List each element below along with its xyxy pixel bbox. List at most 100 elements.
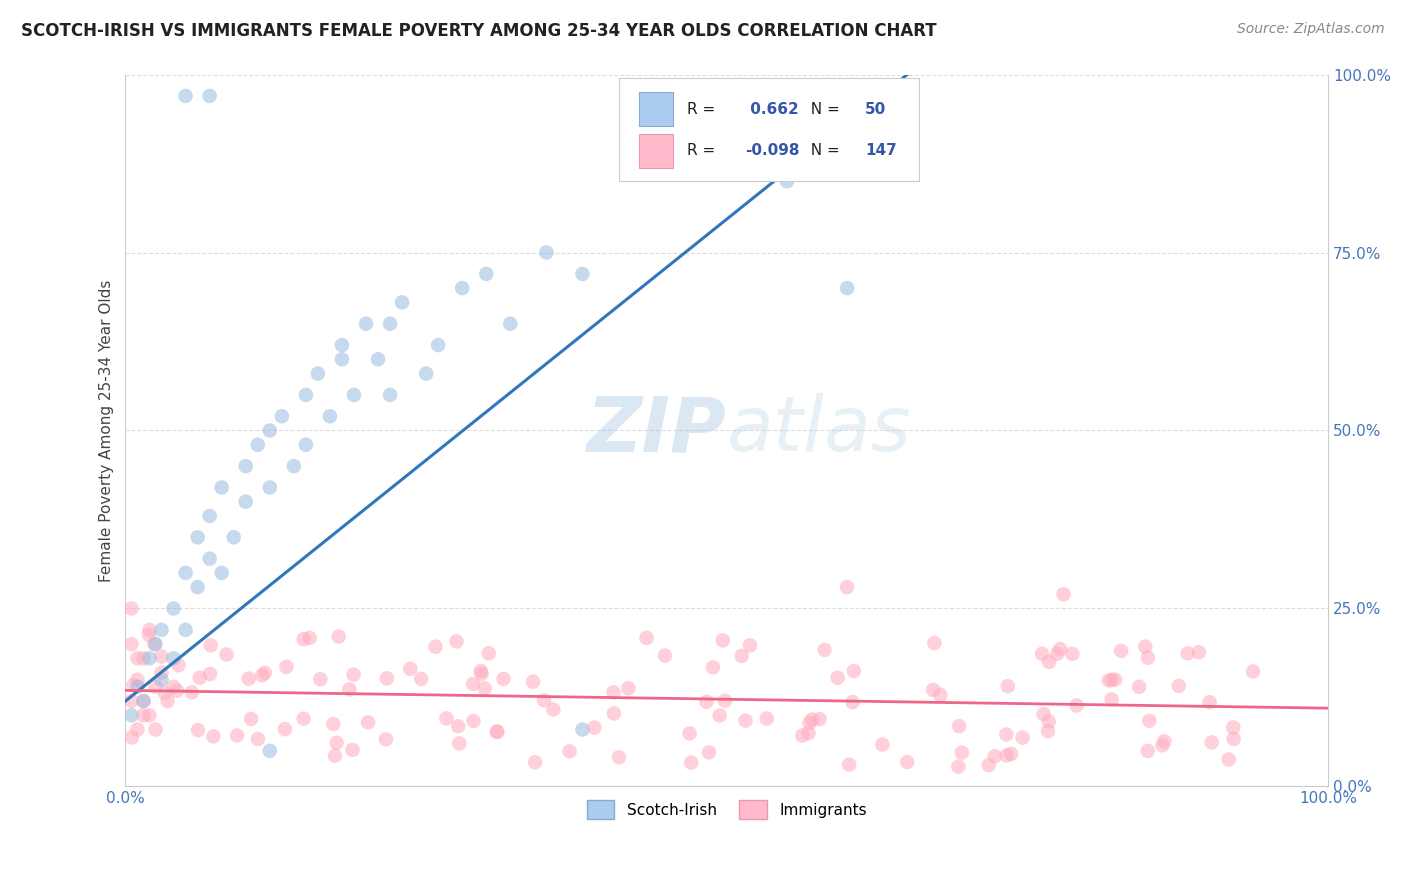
Point [292,712,315,726]
Point [799,715,821,730]
Point [367,352,389,367]
Point [132,694,155,708]
Point [378,317,401,331]
Y-axis label: Female Poverty Among 25-34 Year Olds: Female Poverty Among 25-34 Year Olds [100,279,114,582]
Point [478,646,501,660]
Point [399,662,422,676]
Point [415,367,437,381]
Point [138,708,160,723]
Point [250,668,273,682]
Legend: Scotch-Irish, Immigrants: Scotch-Irish, Immigrants [581,794,873,825]
Point [187,580,209,594]
Point [122,678,145,692]
Point [841,695,863,709]
Point [198,551,221,566]
Point [679,726,702,740]
Point [198,88,221,103]
Text: SCOTCH-IRISH VS IMMIGRANTS FEMALE POVERTY AMONG 25-34 YEAR OLDS CORRELATION CHAR: SCOTCH-IRISH VS IMMIGRANTS FEMALE POVERT… [21,22,936,40]
Text: R =: R = [688,102,720,117]
Point [1167,679,1189,693]
Point [776,174,799,188]
Point [470,664,492,678]
Point [1222,731,1244,746]
Point [1098,673,1121,688]
Point [924,636,946,650]
Point [246,438,269,452]
Point [354,317,377,331]
Point [1136,744,1159,758]
Point [1218,752,1240,766]
Point [121,637,143,651]
Point [246,731,269,746]
Point [617,681,640,696]
Point [543,702,565,716]
Point [1198,695,1220,709]
Point [127,723,149,737]
Point [731,648,754,663]
Point [319,409,342,424]
Point [145,723,167,737]
Point [150,649,173,664]
Point [436,711,458,725]
Point [681,756,703,770]
Bar [638,134,672,168]
Point [200,638,222,652]
Point [797,726,820,740]
Point [259,424,281,438]
Point [654,648,676,663]
Point [222,530,245,544]
Point [983,749,1005,764]
Point [948,719,970,733]
Point [167,658,190,673]
Point [276,660,298,674]
Point [343,388,366,402]
Point [292,632,315,647]
Point [838,757,860,772]
Point [198,508,221,523]
Point [145,637,167,651]
Text: -0.098: -0.098 [745,144,800,158]
Point [950,746,973,760]
Point [132,651,155,665]
Point [121,708,143,723]
Point [127,680,149,694]
Point [295,388,318,402]
Point [1136,650,1159,665]
Point [711,633,734,648]
Point [330,338,353,352]
Point [1177,646,1199,660]
Point [138,651,160,665]
Point [143,637,166,651]
Point [202,729,225,743]
Point [697,746,720,760]
Point [740,638,762,652]
Point [1046,647,1069,661]
Point [602,685,624,699]
Point [997,679,1019,693]
Point [755,711,778,725]
Point [411,672,433,686]
Point [474,681,496,696]
Point [835,281,858,295]
FancyBboxPatch shape [619,78,920,181]
Point [121,694,143,708]
Point [322,717,344,731]
Point [174,88,197,103]
Point [977,758,1000,772]
Point [325,736,347,750]
Point [323,748,346,763]
Point [166,683,188,698]
Point [696,695,718,709]
Point [734,714,756,728]
Point [342,667,364,681]
Point [127,651,149,665]
Text: 0.662: 0.662 [745,102,799,117]
Point [813,643,835,657]
Point [180,685,202,699]
Point [162,680,184,694]
Point [235,494,257,508]
Point [188,671,211,685]
Point [378,388,401,402]
Text: 147: 147 [865,144,897,158]
Point [896,755,918,769]
